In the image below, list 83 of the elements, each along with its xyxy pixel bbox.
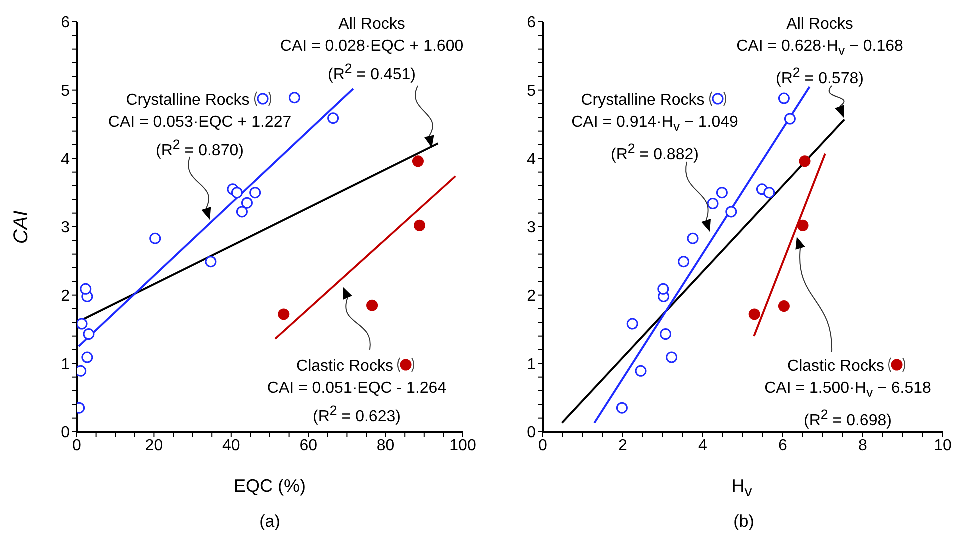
annotation: CAI = 1.500·H$_{v}$ − 6.518 xyxy=(764,379,932,402)
annotation: (R$^{2}$ = 0.451) xyxy=(327,60,417,86)
y-tick-label: 0 xyxy=(61,424,70,442)
x-tick-label: 40 xyxy=(222,437,240,454)
point xyxy=(366,300,378,312)
x-tick-label: 0 xyxy=(538,437,548,454)
annotation: (R$^{2}$ = 0.623) xyxy=(312,402,402,428)
point xyxy=(205,256,217,268)
point xyxy=(778,300,790,312)
annotation: CAI = 0.914·H$_{v}$ − 1.049 xyxy=(570,113,740,136)
point xyxy=(687,232,699,244)
annotation: CAI = 0.028·EQC + 1.600 xyxy=(279,37,465,57)
annotation: (R$^{2}$ = 0.578) xyxy=(775,64,865,90)
point xyxy=(236,206,248,218)
y-tick-label: 5 xyxy=(527,83,536,100)
x-tick-label: 2 xyxy=(618,437,628,454)
annotation: All Rocks xyxy=(338,15,406,35)
x-tick-label: 0 xyxy=(72,437,82,454)
y-tick-label: 6 xyxy=(527,14,536,32)
y-tick-label: 4 xyxy=(527,151,536,168)
point xyxy=(328,112,340,124)
y-tick-label: 5 xyxy=(61,83,70,100)
annotation: CAI = 0.628·H$_{v}$ − 0.168 xyxy=(736,37,904,60)
legend-label: Crystalline Rocks xyxy=(126,92,250,109)
x-tick-label: 6 xyxy=(778,437,788,454)
x-tick-label: 60 xyxy=(300,437,318,454)
x-tick-label: 20 xyxy=(145,437,164,454)
y-tick-label: 3 xyxy=(527,220,536,237)
annotation: (R$^{2}$ = 0.882) xyxy=(611,141,699,164)
point xyxy=(726,206,738,218)
point xyxy=(748,308,760,320)
x-tick-label: 8 xyxy=(858,437,868,454)
point xyxy=(80,283,92,295)
point xyxy=(231,187,243,199)
annotation: CAI = 0.053·EQC + 1.227 xyxy=(107,113,293,133)
y-tick-label: 1 xyxy=(61,356,70,374)
annotation: CAI = 0.051·EQC - 1.264 xyxy=(266,379,448,399)
y-tick-label: 4 xyxy=(61,151,70,168)
y-tick-label: 3 xyxy=(61,220,70,237)
point xyxy=(616,402,628,414)
point xyxy=(626,318,638,330)
legend-label: Clastic Rocks xyxy=(788,358,884,375)
x-axis-title: EQC (%) xyxy=(233,476,307,497)
y-tick-label: 1 xyxy=(527,356,536,374)
annotation: (R$^{2}$ = 0.870) xyxy=(156,137,244,160)
point xyxy=(414,220,426,232)
legend-label: Clastic Rocks xyxy=(296,358,394,375)
point xyxy=(82,352,94,364)
point xyxy=(288,92,300,104)
y-tick-label: 0 xyxy=(527,424,536,442)
x-tick-label: 100 xyxy=(450,437,476,454)
annotation: All Rocks xyxy=(786,15,854,35)
x-tick-label: 80 xyxy=(376,437,395,454)
y-tick-label: 6 xyxy=(61,14,70,32)
point xyxy=(799,156,811,168)
point xyxy=(716,187,728,199)
y-axis-title: CAI xyxy=(10,210,34,246)
legend-label: Crystalline Rocks xyxy=(581,92,705,109)
point xyxy=(660,328,672,340)
point xyxy=(784,113,796,125)
point xyxy=(764,187,776,199)
x-axis-title: H$_{v}$ xyxy=(730,476,754,501)
text: (b) xyxy=(732,512,756,532)
point xyxy=(635,365,647,377)
point xyxy=(412,156,424,168)
point xyxy=(77,318,88,330)
x-tick-label: 10 xyxy=(934,437,952,454)
text: (a) xyxy=(258,512,282,532)
annotation: (R$^{2}$ = 0.698) xyxy=(803,406,893,432)
point xyxy=(658,283,670,295)
point xyxy=(678,256,690,268)
y-tick-label: 2 xyxy=(527,288,536,306)
point xyxy=(250,187,262,199)
point xyxy=(797,220,809,232)
point xyxy=(150,232,162,244)
x-tick-label: 4 xyxy=(698,437,708,454)
point xyxy=(707,198,719,210)
point xyxy=(666,352,678,364)
point xyxy=(241,197,253,209)
y-tick-label: 2 xyxy=(61,288,70,306)
point xyxy=(278,308,290,320)
point xyxy=(83,328,95,340)
point xyxy=(778,92,790,104)
